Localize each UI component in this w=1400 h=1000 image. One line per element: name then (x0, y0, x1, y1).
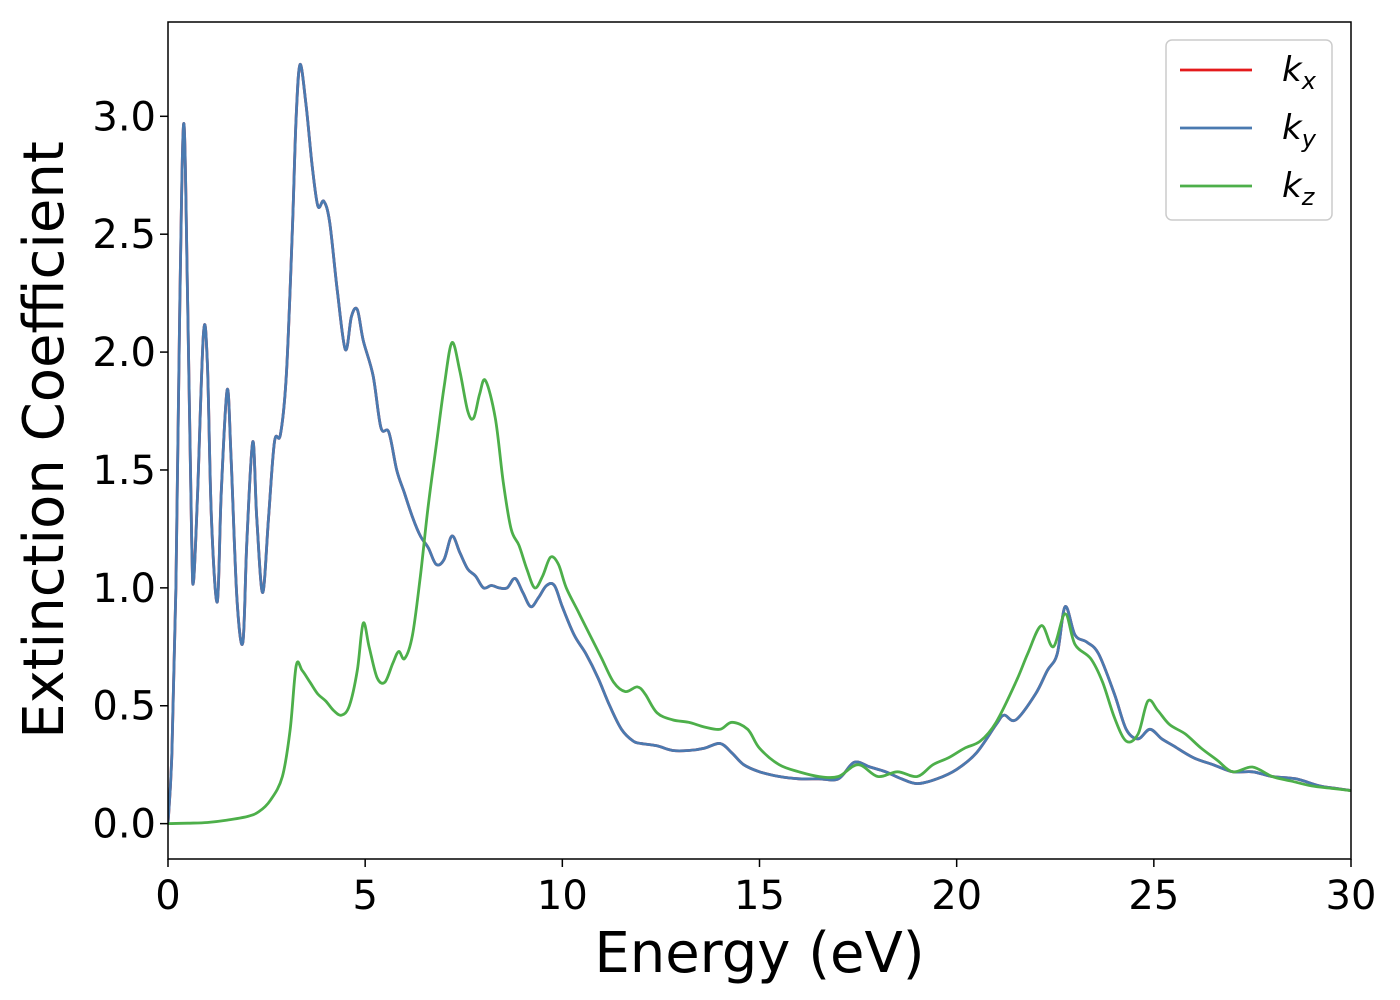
series-line-kz (168, 341, 1351, 825)
x-tick-label: 10 (537, 873, 588, 919)
legend: kx ky kz (1165, 39, 1333, 221)
y-tick-label: 1.0 (92, 566, 156, 612)
x-tick-label: 5 (352, 873, 377, 919)
legend-label-kx: kx (1282, 50, 1317, 95)
x-tick-label: 25 (1128, 873, 1179, 919)
x-tick-label: 15 (734, 873, 785, 919)
y-axis-ticks: 0.0 0.5 1.0 1.5 2.0 2.5 3.0 (92, 94, 168, 848)
y-tick-label: 0.0 (92, 802, 156, 848)
legend-label-ky: ky (1282, 108, 1317, 153)
series-layer (168, 62, 1351, 825)
legend-box (1165, 39, 1333, 221)
y-axis-label: Extinction Coefficient (12, 141, 77, 739)
x-axis-label: Energy (eV) (594, 921, 924, 986)
x-tick-label: 0 (155, 873, 180, 919)
x-tick-label: 20 (931, 873, 982, 919)
plot-area (168, 22, 1351, 859)
y-tick-label: 1.5 (92, 448, 156, 494)
legend-label-kz: kz (1282, 166, 1316, 211)
y-tick-label: 3.0 (92, 94, 156, 140)
y-tick-label: 2.0 (92, 330, 156, 376)
y-tick-label: 2.5 (92, 212, 156, 258)
x-axis-ticks: 0 5 10 15 20 25 30 (155, 859, 1376, 919)
x-tick-label: 30 (1326, 873, 1377, 919)
series-line-ky (168, 62, 1351, 824)
y-tick-label: 0.5 (92, 684, 156, 730)
